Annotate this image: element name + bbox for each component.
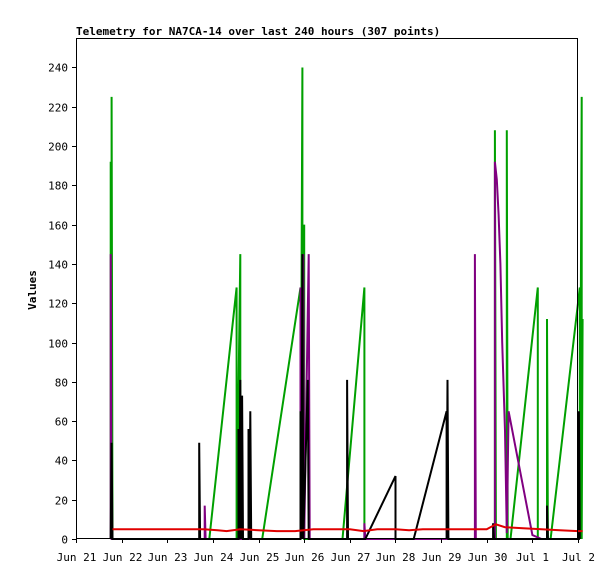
chart-title: Telemetry for NA7CA-14 over last 240 hou…: [76, 25, 440, 38]
x-tick-label: Jun 21: [57, 551, 97, 564]
plot-frame: [76, 38, 578, 539]
series-line-2: [109, 161, 543, 540]
y-tick-label: 20: [55, 495, 68, 508]
y-tick-label: 80: [55, 377, 68, 390]
y-tick-label: 240: [48, 62, 68, 75]
series-line-1: [109, 67, 584, 540]
x-tick-label: Jun 26: [285, 551, 325, 564]
x-tick-label: Jul 2: [562, 551, 595, 564]
x-tick-label: Jun 27: [331, 551, 371, 564]
y-tick-label: 200: [48, 141, 68, 154]
axis-layer: 0 20 40 60 80 100 120 140 160 180 200 220 240 Jun 21 J…: [48, 62, 595, 565]
series-line-4: [112, 523, 583, 533]
x-tick-label: Jun 22: [103, 551, 143, 564]
y-tick-label: 0: [61, 534, 68, 547]
x-tick-label: Jun 30: [468, 551, 508, 564]
series-layer: [109, 67, 584, 540]
y-axis-label: Values: [26, 270, 39, 310]
y-tick-label: 160: [48, 220, 68, 233]
y-tick-label: 220: [48, 102, 68, 115]
x-tick-label: Jun 24: [194, 551, 234, 564]
y-tick-label: 40: [55, 455, 68, 468]
y-tick-label: 120: [48, 298, 68, 311]
x-tick-label: Jul 1: [516, 551, 549, 564]
x-tick-label: Jun 25: [240, 551, 280, 564]
x-tick-label: Jun 23: [148, 551, 188, 564]
y-tick-label: 180: [48, 180, 68, 193]
y-tick-label: 140: [48, 259, 68, 272]
x-tick-label: Jun 29: [422, 551, 462, 564]
y-tick-label: 100: [48, 338, 68, 351]
x-tick-label: Jun 28: [376, 551, 416, 564]
y-tick-label: 60: [55, 416, 68, 429]
